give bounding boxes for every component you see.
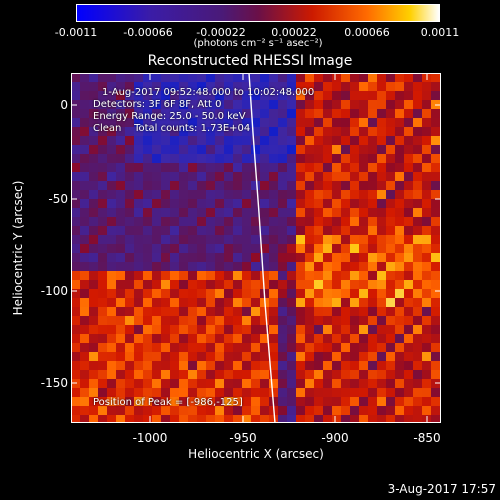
colorbar-tick: -0.0011 — [54, 26, 98, 39]
solar-limb — [248, 73, 276, 423]
x-tick-label: -900 — [321, 431, 349, 445]
colorbar-tick: -0.00066 — [123, 26, 173, 39]
colorbar — [76, 4, 440, 22]
rhessi-image — [71, 73, 441, 423]
y-tick-label: -100 — [40, 284, 68, 298]
x-axis-label: Heliocentric X (arcsec) — [188, 447, 324, 461]
plot-title: Reconstructed RHESSI Image — [147, 53, 353, 69]
y-tick-label: 0 — [60, 98, 68, 112]
detectors-text: Detectors: 3F 6F 8F, Att 0 — [93, 99, 222, 110]
clean-counts-text: Clean Total counts: 1.73E+04 — [93, 123, 251, 134]
y-axis-label: Heliocentric Y (arcsec) — [11, 180, 25, 316]
colorbar-tick: -0.00022 — [196, 26, 246, 39]
colorbar-tick: 0.00022 — [271, 26, 317, 39]
colorbar-tick: 0.00066 — [344, 26, 390, 39]
energy-range-text: Energy Range: 25.0 - 50.0 keV — [93, 111, 246, 122]
colorbar-units: (photons cm⁻² s⁻¹ asec⁻²) — [193, 38, 323, 49]
time-range-text: 1-Aug-2017 09:52:48.000 to 10:02:48.000 — [102, 87, 315, 98]
y-tick-label: -50 — [48, 192, 68, 206]
peak-position-text: Position of Peak = [-986,-125] — [93, 397, 243, 408]
date-stamp: 3-Aug-2017 17:57 — [387, 482, 496, 496]
colorbar-tick: 0.0011 — [420, 26, 460, 39]
x-tick-label: -850 — [413, 431, 441, 445]
y-tick-label: -150 — [40, 376, 68, 390]
image-pixels — [71, 73, 441, 423]
x-tick-label: -950 — [229, 431, 257, 445]
x-tick-label: -1000 — [132, 431, 168, 445]
